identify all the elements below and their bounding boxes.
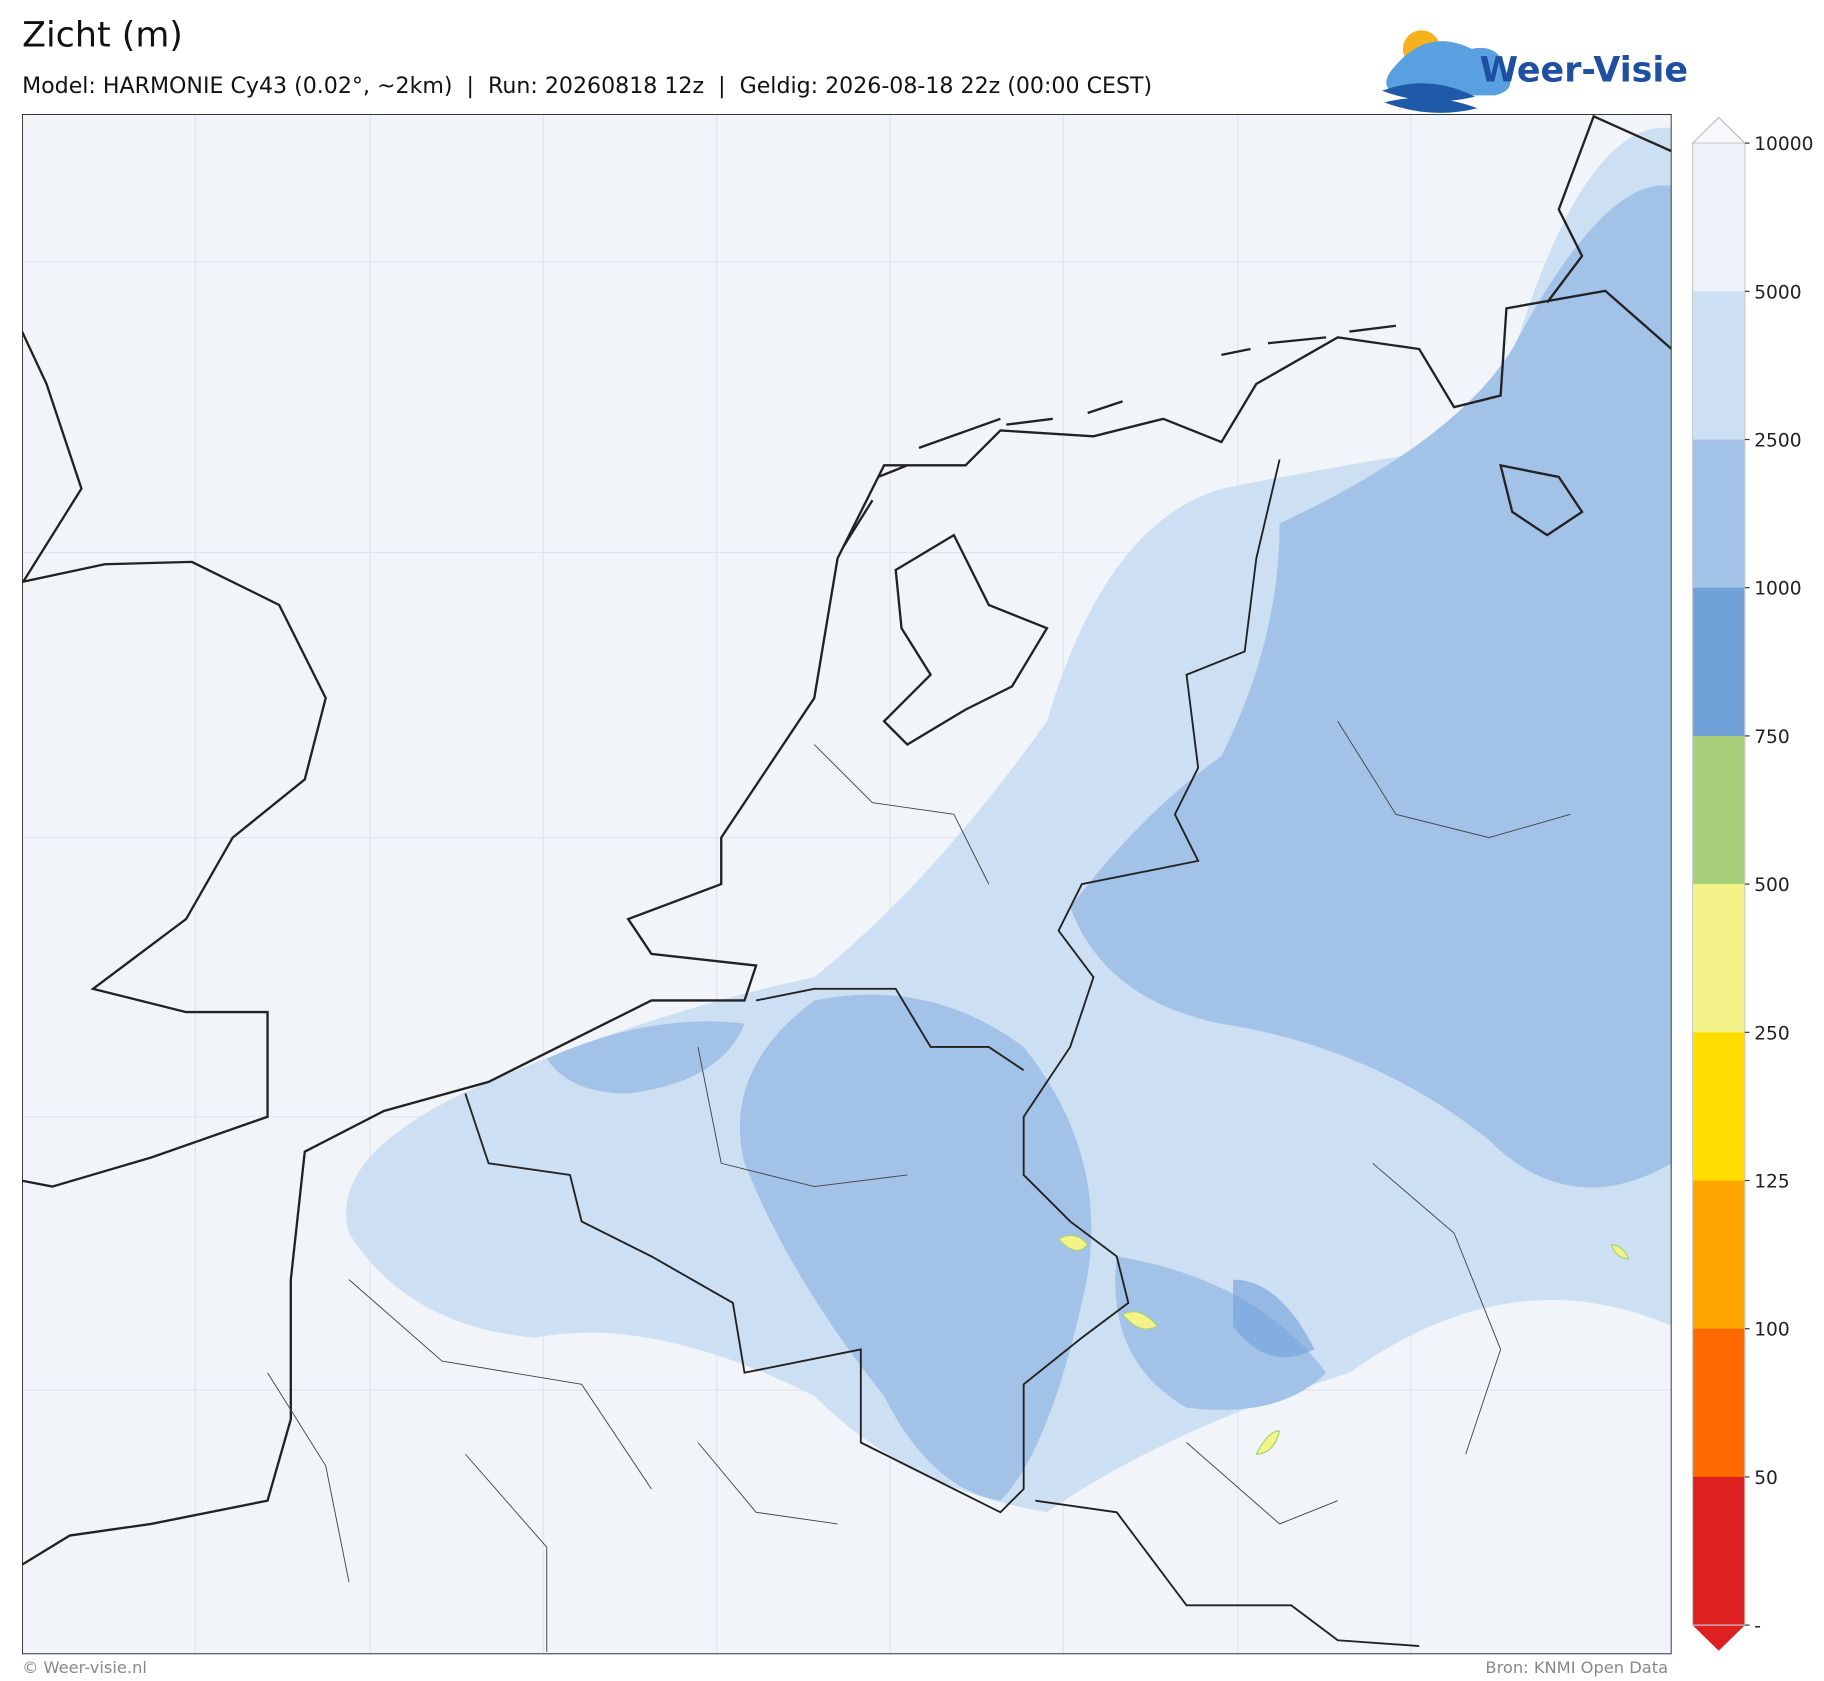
colorbar-segment — [1692, 884, 1745, 1033]
visibility-field — [346, 127, 1672, 1513]
colorbar-extend-bottom — [1692, 1625, 1745, 1651]
colorbar: 10000 5000 2500 1000 750 500 250 125 100 50 - — [1691, 116, 1813, 1651]
region-borders — [267, 721, 1571, 1652]
colorbar-segment — [1692, 587, 1745, 737]
colorbar-extend-top — [1691, 116, 1747, 144]
colorbar-segment — [1692, 1328, 1745, 1478]
footer-left: © Weer-visie.nl — [22, 1658, 147, 1677]
colorbar-tick-label: 50 — [1754, 1468, 1778, 1489]
colorbar-tick-label: 100 — [1754, 1320, 1790, 1341]
footer-right: Bron: KNMI Open Data — [1485, 1658, 1668, 1677]
colorbar-tick-label: 125 — [1754, 1172, 1790, 1193]
colorbar-segment — [1692, 735, 1745, 885]
map — [22, 114, 1672, 1655]
colorbar-segment — [1692, 1180, 1745, 1330]
colorbar-tick-label: 10000 — [1754, 134, 1813, 155]
country-borders — [464, 459, 1420, 1647]
colorbar-segment — [1692, 143, 1745, 292]
colorbar-tick-label: 5000 — [1754, 282, 1801, 303]
colorbar-segment — [1692, 291, 1745, 441]
colorbar-tick-label: 2500 — [1754, 431, 1801, 452]
colorbar-segment — [1692, 1032, 1745, 1182]
title: Zicht (m) — [22, 16, 183, 56]
colorbar-tick-label: 1000 — [1754, 579, 1801, 600]
subtitle: Model: HARMONIE Cy43 (0.02°, ~2km) | Run… — [22, 73, 1152, 99]
colorbar-tick-label: 500 — [1754, 875, 1790, 896]
colorbar-segment — [1692, 1476, 1745, 1626]
logo: Weer-Visie — [1381, 30, 1688, 113]
colorbar-tick-label: - — [1754, 1616, 1761, 1637]
coastlines — [22, 114, 1672, 1566]
colorbar-tick-label: 750 — [1754, 727, 1790, 748]
logo-text: Weer-Visie — [1480, 50, 1688, 90]
colorbar-tick-label: 250 — [1754, 1023, 1790, 1044]
colorbar-segment — [1692, 439, 1745, 589]
